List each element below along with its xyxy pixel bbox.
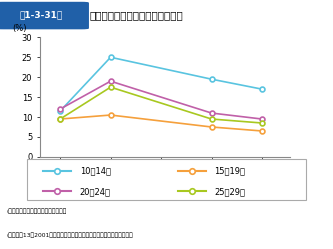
Y-axis label: (%): (%) xyxy=(13,24,27,33)
Text: 8: 8 xyxy=(108,171,113,180)
Text: 第1-3-31図: 第1-3-31図 xyxy=(20,10,63,19)
Text: 13: 13 xyxy=(156,171,166,180)
Text: 10～14歳: 10～14歳 xyxy=(80,166,111,175)
Text: (注）平成13（2001）年の調査では「キャンプ」が表章されていない。: (注）平成13（2001）年の調査では「キャンプ」が表章されていない。 xyxy=(7,233,134,238)
Text: 23: 23 xyxy=(257,171,267,180)
Text: 20～24歳: 20～24歳 xyxy=(80,187,111,196)
Text: (年): (年) xyxy=(295,171,305,180)
Text: 平成 3: 平成 3 xyxy=(52,171,68,180)
Text: (2001): (2001) xyxy=(149,179,174,188)
Text: (出典）総務省「社会生活基本調査」: (出典）総務省「社会生活基本調査」 xyxy=(7,209,67,214)
Text: 15～19歳: 15～19歳 xyxy=(214,166,245,175)
Text: 過去１年間にキャンプを行った人: 過去１年間にキャンプを行った人 xyxy=(90,10,184,20)
Text: (2006): (2006) xyxy=(199,179,224,188)
Text: 25～29歳: 25～29歳 xyxy=(214,187,245,196)
Text: (2011): (2011) xyxy=(249,179,274,188)
FancyBboxPatch shape xyxy=(27,159,306,200)
Text: (1996): (1996) xyxy=(98,179,123,188)
Text: (1991): (1991) xyxy=(48,179,73,188)
Text: 18: 18 xyxy=(207,171,216,180)
FancyBboxPatch shape xyxy=(0,2,88,29)
